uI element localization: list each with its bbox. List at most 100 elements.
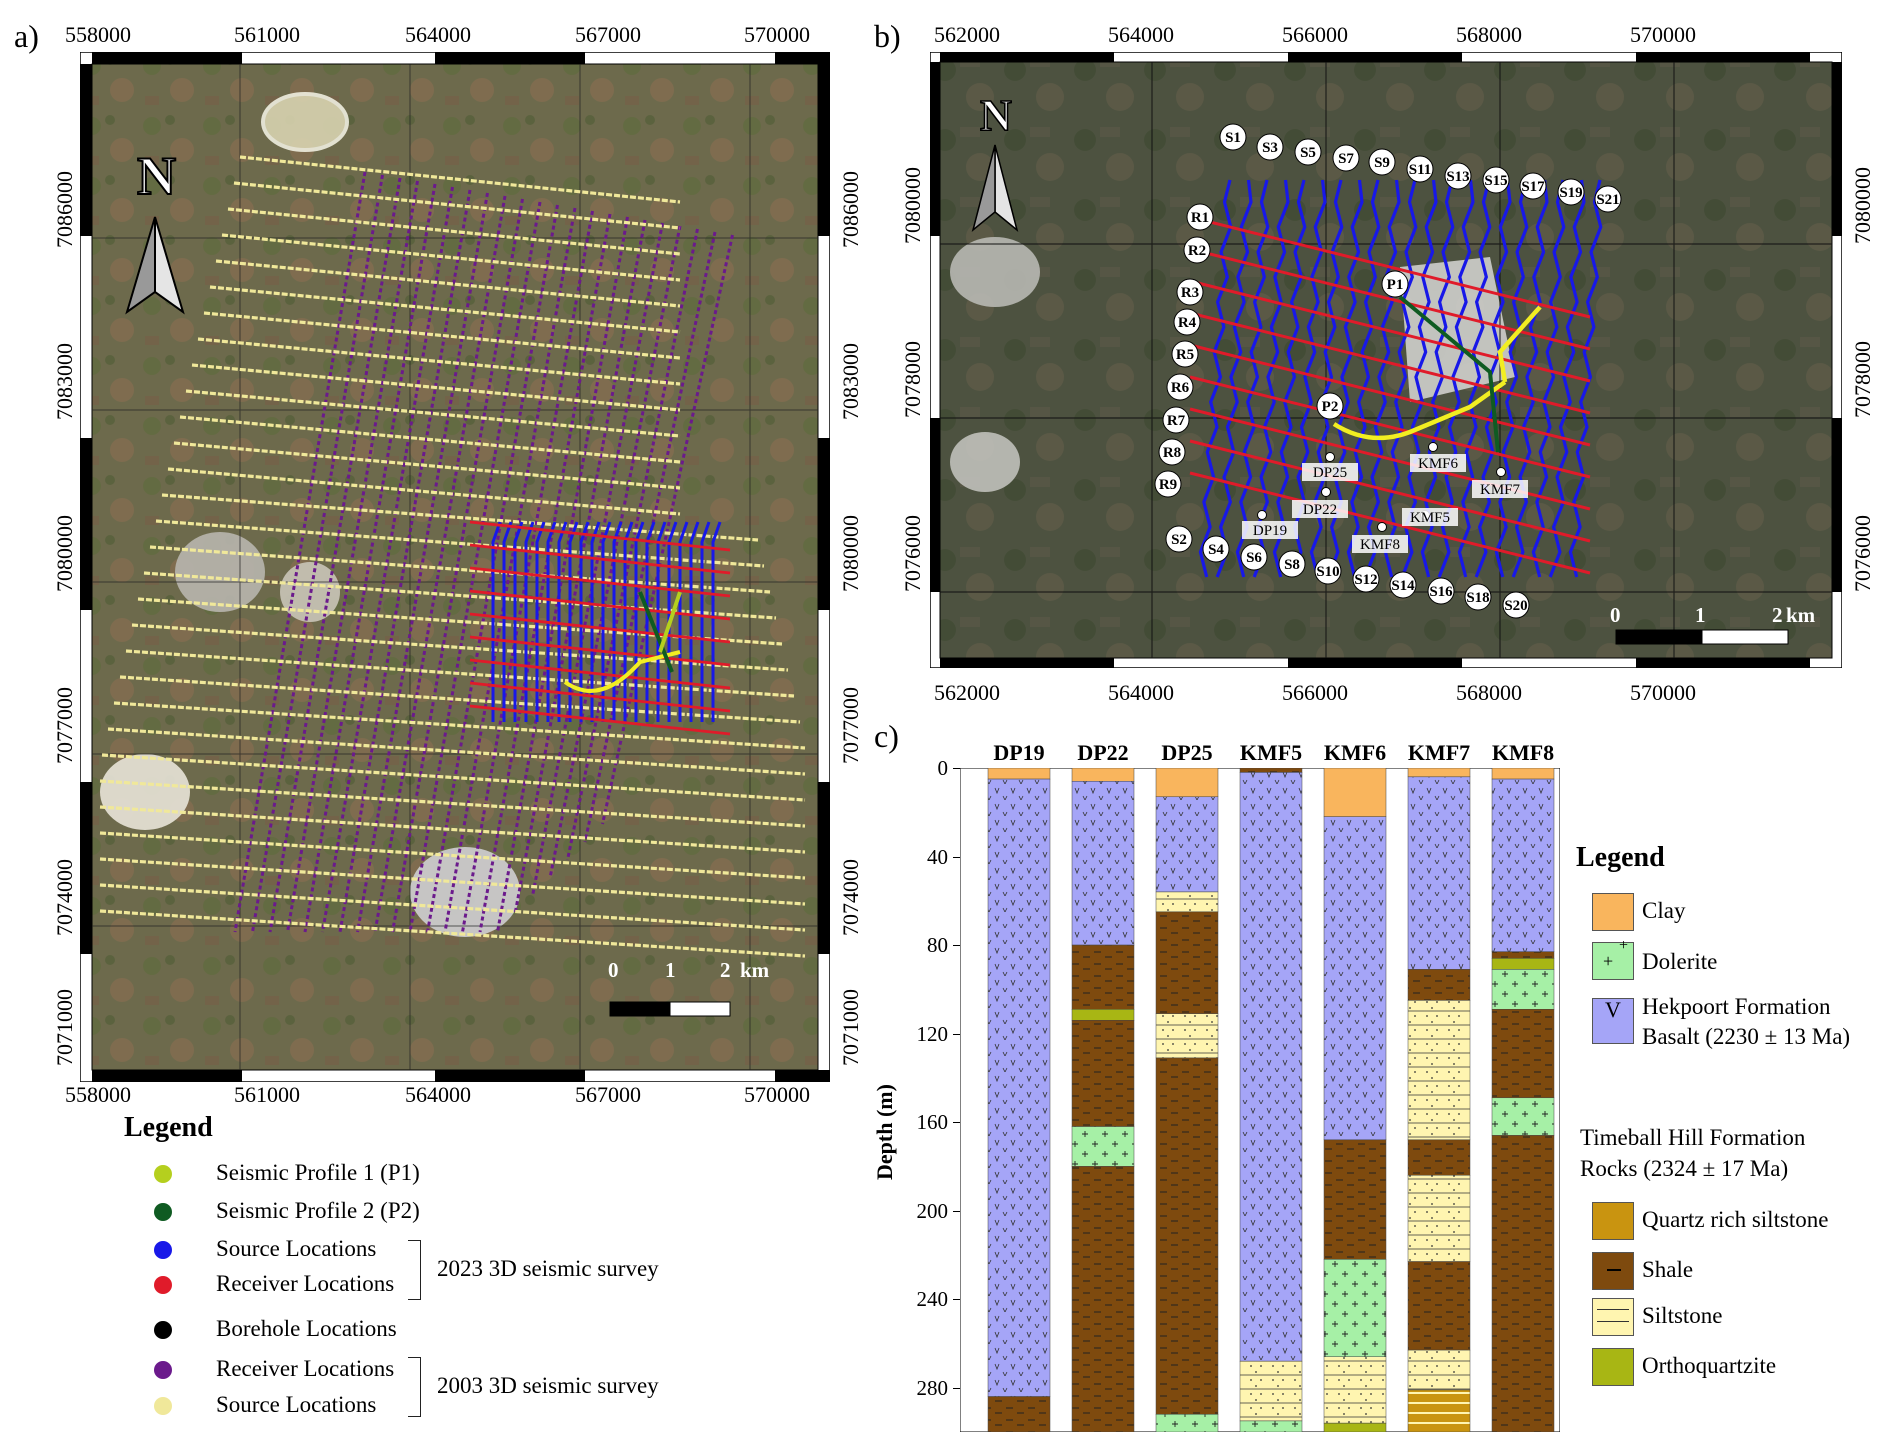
svg-text:N: N bbox=[137, 146, 176, 206]
legend-a-label-2: Source Locations bbox=[216, 1236, 377, 1261]
layer-siltstone bbox=[1407, 1349, 1471, 1391]
borehole-header-dp22: DP22 bbox=[1077, 740, 1129, 765]
swatch-dolerite: + + bbox=[1592, 937, 1634, 980]
source-line-s17: S17 bbox=[1519, 172, 1547, 200]
chart-ytick-mark bbox=[953, 1033, 961, 1035]
svg-text:KMF5: KMF5 bbox=[1410, 510, 1450, 526]
layer-clay bbox=[987, 767, 1051, 780]
svg-text:R9: R9 bbox=[1159, 477, 1177, 493]
a-xtick-top-1: 561000 bbox=[234, 22, 300, 47]
borehole-column-kmf6 bbox=[1323, 767, 1387, 1433]
a-xtick-bot-3: 567000 bbox=[575, 1082, 641, 1107]
swatch-orthoquartzite bbox=[1592, 1348, 1634, 1386]
layer-siltstone bbox=[1323, 1356, 1387, 1424]
a-ytick-left-3: 7077000 bbox=[52, 687, 77, 764]
chart-ytick-mark bbox=[953, 856, 961, 858]
legend-hekpoort-2: Basalt (2230 ± 13 Ma) bbox=[1642, 1024, 1851, 1049]
scale-b-0: 0 bbox=[1610, 603, 1621, 627]
svg-text:DP22: DP22 bbox=[1303, 502, 1337, 518]
legend-shale: Shale bbox=[1642, 1257, 1694, 1282]
layer-siltstone bbox=[1155, 891, 1219, 913]
a-ytick-left-4: 7074000 bbox=[52, 859, 77, 936]
layer-shale bbox=[1407, 1139, 1471, 1176]
svg-text:S21: S21 bbox=[1596, 192, 1619, 208]
svg-text:R6: R6 bbox=[1171, 380, 1190, 396]
swatch-shale bbox=[1592, 1252, 1634, 1290]
layer-shale bbox=[1407, 1261, 1471, 1351]
source-line-s4: S4 bbox=[1202, 535, 1230, 563]
svg-text:DP19: DP19 bbox=[1253, 523, 1287, 539]
svg-text:P2: P2 bbox=[1322, 399, 1339, 415]
layer-dolerite bbox=[1491, 969, 1555, 1010]
legend-a-label-4: Borehole Locations bbox=[216, 1316, 397, 1341]
svg-text:S14: S14 bbox=[1391, 578, 1415, 594]
profile-p1-b bbox=[1398, 295, 1500, 453]
b-ytick-left-0: 7080000 bbox=[900, 167, 925, 244]
legend-clay: Clay bbox=[1642, 898, 1686, 923]
source-line-s6: S6 bbox=[1240, 543, 1268, 571]
svg-text:S19: S19 bbox=[1559, 185, 1582, 201]
layer-siltstone bbox=[1407, 1175, 1471, 1262]
scale-b-2: 2 bbox=[1772, 603, 1783, 627]
a-ytick-right-3: 7077000 bbox=[838, 687, 863, 764]
legend-a-dot-3 bbox=[154, 1276, 172, 1294]
legend-dolerite: Dolerite bbox=[1642, 949, 1718, 974]
borehole-kmf8: KMF8 bbox=[1352, 522, 1408, 553]
layer-siltstone bbox=[1155, 1013, 1219, 1059]
swatch-siltstone bbox=[1592, 1298, 1634, 1336]
legend-a-dot-6 bbox=[154, 1397, 172, 1415]
svg-text:N: N bbox=[980, 91, 1012, 140]
brace-2003 bbox=[408, 1357, 421, 1417]
north-arrow-b: N bbox=[971, 90, 1019, 233]
scale-b-1: 1 bbox=[1695, 603, 1706, 627]
map-a[interactable]: N 0 1 2 km bbox=[80, 52, 830, 1082]
chart-ytick-120: 120 bbox=[916, 1021, 949, 1046]
receiver-line-r3: R3 bbox=[1176, 278, 1204, 306]
svg-text:S16: S16 bbox=[1429, 584, 1453, 600]
layer-shale bbox=[1491, 1009, 1555, 1099]
chart-ytick-mark bbox=[953, 768, 961, 769]
chart-ytick-160: 160 bbox=[916, 1110, 949, 1135]
svg-text:R5: R5 bbox=[1176, 347, 1194, 363]
source-line-s14: S14 bbox=[1389, 571, 1417, 599]
svg-text:S13: S13 bbox=[1446, 169, 1469, 185]
layer-ortho bbox=[1323, 1422, 1387, 1433]
source-line-s12: S12 bbox=[1352, 565, 1380, 593]
layer-siltstone bbox=[1239, 1360, 1303, 1422]
b-ytick-left-1: 7078000 bbox=[900, 341, 925, 418]
source-line-s15: S15 bbox=[1482, 166, 1510, 194]
map-b[interactable]: N S1 S3 S5 S7 S9 S11 S13 S15 S17 S19 S21 S2 S4 S6 S8 S1… bbox=[930, 52, 1842, 668]
svg-text:S5: S5 bbox=[1300, 145, 1316, 161]
chart-ytick-200: 200 bbox=[916, 1198, 949, 1223]
a-ytick-left-1: 7083000 bbox=[52, 343, 77, 420]
layer-shale bbox=[987, 1396, 1051, 1433]
source-line-s1: S1 bbox=[1219, 123, 1247, 151]
panel-label-b: b) bbox=[874, 18, 901, 54]
a-xtick-top-4: 570000 bbox=[744, 22, 810, 47]
borehole-header-dp19: DP19 bbox=[993, 740, 1045, 765]
borehole-header-kmf8: KMF8 bbox=[1491, 740, 1555, 765]
a-xtick-bot-0: 558000 bbox=[65, 1082, 131, 1107]
source-line-s7: S7 bbox=[1332, 144, 1360, 172]
group-2003-label: 2003 3D seismic survey bbox=[437, 1373, 659, 1398]
svg-text:S4: S4 bbox=[1208, 542, 1224, 558]
chart-ytick-280: 280 bbox=[916, 1375, 949, 1400]
group-2023-label: 2023 3D seismic survey bbox=[437, 1256, 659, 1281]
chart-ytick-0: 0 bbox=[937, 756, 949, 780]
layer-ortho bbox=[1491, 958, 1555, 970]
b-ytick-left-2: 7076000 bbox=[900, 515, 925, 592]
borehole-dp22: DP22 bbox=[1292, 487, 1348, 518]
b-ytick-right-0: 7080000 bbox=[1850, 167, 1875, 244]
receiver-line-r2: R2 bbox=[1183, 236, 1211, 264]
chart-plot bbox=[959, 767, 1561, 1433]
legend-a-title: Legend bbox=[124, 1112, 213, 1143]
a-ytick-left-5: 7071000 bbox=[52, 989, 77, 1066]
b-ytick-right-2: 7076000 bbox=[1850, 515, 1875, 592]
borehole-header-kmf6: KMF6 bbox=[1323, 740, 1387, 765]
legend-a-dot-2 bbox=[154, 1241, 172, 1259]
profile-label-p1: P1 bbox=[1381, 270, 1409, 298]
a-xtick-top-2: 564000 bbox=[405, 22, 471, 47]
b-xtick-top-3: 568000 bbox=[1456, 22, 1522, 47]
svg-text:S18: S18 bbox=[1466, 590, 1489, 606]
svg-text:S1: S1 bbox=[1225, 130, 1241, 146]
